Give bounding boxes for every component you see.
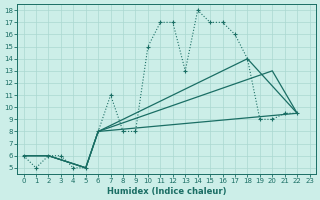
X-axis label: Humidex (Indice chaleur): Humidex (Indice chaleur) xyxy=(107,187,226,196)
